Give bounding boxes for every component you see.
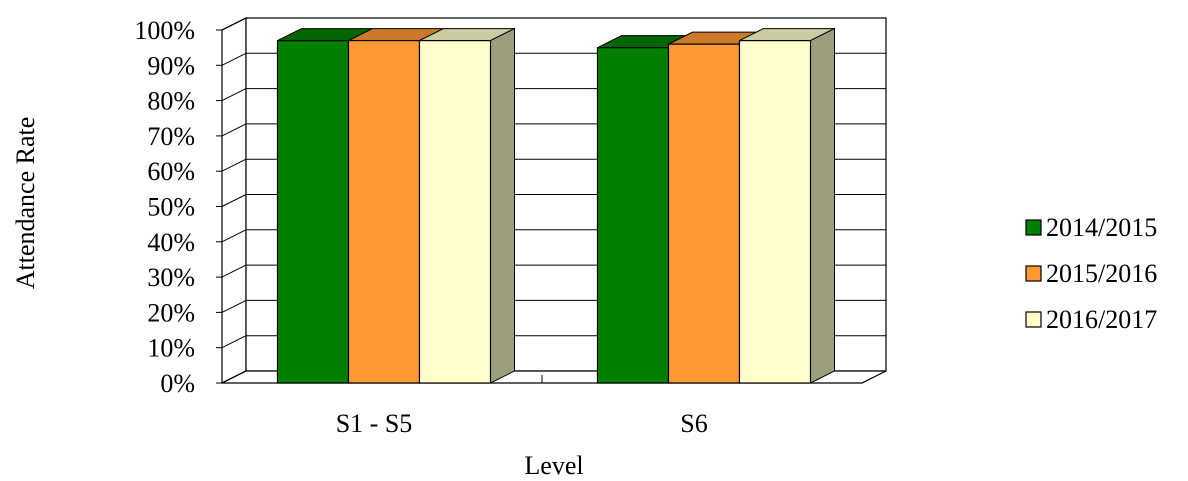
legend-label: 2015/2016 xyxy=(1046,259,1157,288)
gridline-side xyxy=(221,335,247,349)
y-tick-label: 60% xyxy=(147,157,195,186)
bar-front xyxy=(276,39,350,384)
y-tick-label: 0% xyxy=(160,369,195,398)
y-tick-label: 30% xyxy=(147,263,195,292)
gridline-side xyxy=(221,370,247,384)
x-tick-label: S6 xyxy=(680,409,707,438)
y-tick-label: 90% xyxy=(147,51,195,80)
legend-item: 2016/2017 xyxy=(1025,305,1157,334)
legend-label: 2014/2015 xyxy=(1046,213,1157,242)
x-axis-title: Level xyxy=(524,451,583,480)
legend-swatch xyxy=(1025,265,1042,282)
bar-front xyxy=(667,43,741,384)
gridline-side xyxy=(221,52,247,66)
bars xyxy=(276,27,835,384)
y-tick-label: 100% xyxy=(134,16,195,45)
y-tick-label: 70% xyxy=(147,122,195,151)
y-tick-label: 20% xyxy=(147,298,195,327)
legend: 2014/2015 2015/2016 2016/2017 xyxy=(1025,213,1157,334)
bar xyxy=(276,28,373,384)
bar-front xyxy=(347,39,421,384)
gridline-side xyxy=(221,88,247,102)
y-tick-label: 10% xyxy=(147,334,195,363)
bar xyxy=(738,27,835,384)
y-axis-title: Attendance Rate xyxy=(11,117,40,290)
x-tick-label: S1 - S5 xyxy=(336,409,413,438)
y-tick-labels: 0% 10% 20% 30% 40% 50% 60% 70% 80% 90% 100% xyxy=(134,16,195,398)
y-tick-label: 80% xyxy=(147,87,195,116)
bar xyxy=(418,27,515,384)
legend-swatch xyxy=(1025,311,1042,328)
y-tick-label: 40% xyxy=(147,228,195,257)
gridline-side xyxy=(221,264,247,278)
bar xyxy=(347,28,444,384)
x-tick-labels: S1 - S5 S6 xyxy=(336,409,708,438)
legend-item: 2014/2015 xyxy=(1025,213,1157,242)
y-tick-label: 50% xyxy=(147,193,195,222)
bar-front xyxy=(596,47,670,384)
bar-side xyxy=(490,27,515,384)
gridline-side xyxy=(221,17,247,31)
gridline-side xyxy=(221,158,247,172)
legend-label: 2016/2017 xyxy=(1046,305,1157,334)
bar-front xyxy=(418,39,492,384)
gridline-side xyxy=(221,123,247,137)
bar-side xyxy=(810,27,835,384)
gridline-side xyxy=(221,229,247,243)
legend-item: 2015/2016 xyxy=(1025,259,1157,288)
legend-swatch xyxy=(1025,219,1042,236)
bar-front xyxy=(738,39,812,384)
bar xyxy=(596,35,693,384)
gridline-side xyxy=(221,194,247,207)
gridline-side xyxy=(221,299,247,313)
bar xyxy=(667,31,764,384)
